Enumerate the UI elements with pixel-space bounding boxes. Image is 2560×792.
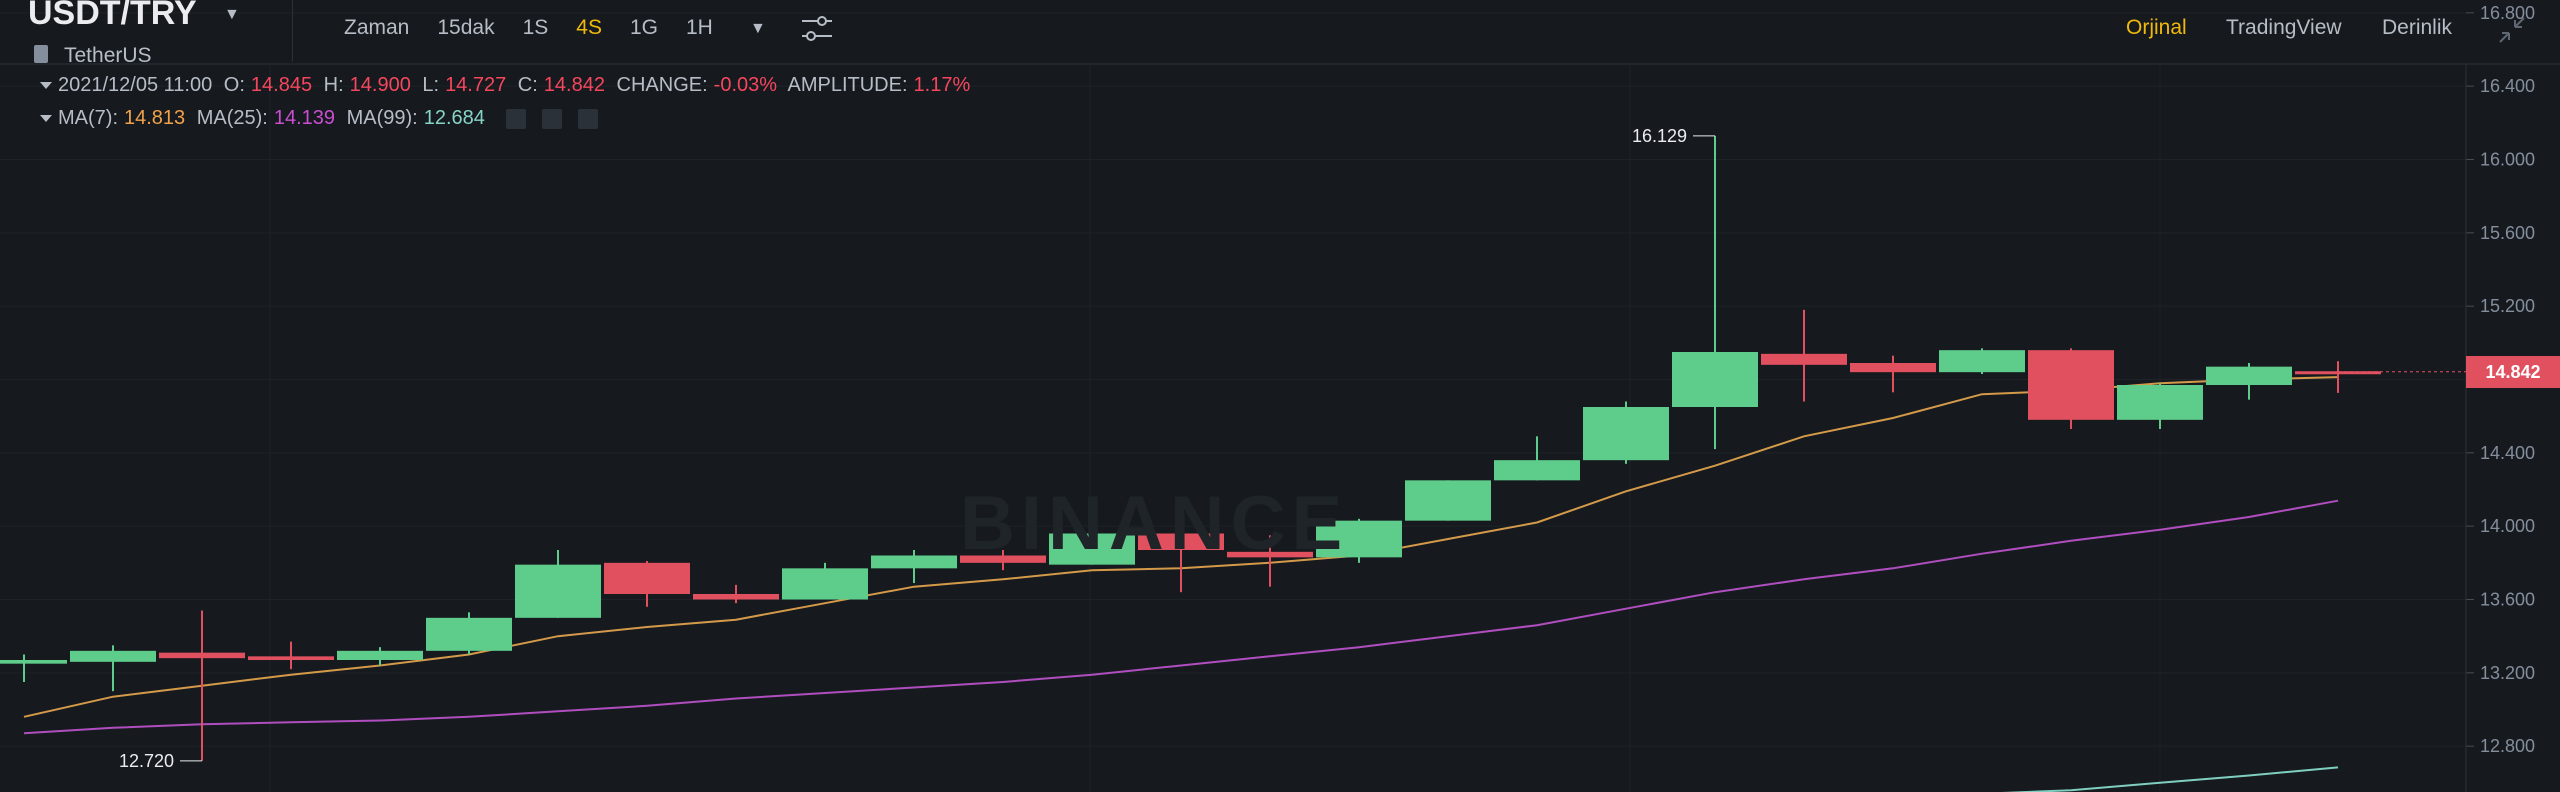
view-tradingview[interactable]: TradingView xyxy=(2226,16,2342,39)
base-asset-name[interactable]: TetherUS xyxy=(64,44,152,67)
y-tick-label: 14.000 xyxy=(2480,516,2535,536)
interval-zaman[interactable]: Zaman xyxy=(344,16,410,39)
settings-sliders-icon[interactable] xyxy=(800,14,834,44)
ma-toggle-icon[interactable] xyxy=(40,115,52,123)
candle-body xyxy=(70,650,156,662)
candle-body xyxy=(1850,363,1936,373)
interval-1h[interactable]: 1H xyxy=(685,16,713,39)
ma7-label: MA(7): xyxy=(58,107,118,129)
y-tick-label: 16.000 xyxy=(2480,150,2535,170)
candle-body xyxy=(2028,350,2114,420)
close-label: C: xyxy=(517,74,538,96)
candle-body xyxy=(0,660,67,664)
y-tick-label: 13.600 xyxy=(2480,590,2535,610)
candle-body xyxy=(1138,533,1224,550)
collapse-icon[interactable] xyxy=(2496,14,2528,46)
annotation-label: 16.129 xyxy=(1632,126,1687,146)
change-value: -0.03% xyxy=(713,74,778,96)
ma-legend: MA(7): 14.813 MA(25): 14.139 MA(99): 12.684 xyxy=(40,107,604,130)
pair-dropdown-icon[interactable]: ▼ xyxy=(224,6,240,23)
low-value: 14.727 xyxy=(445,74,507,96)
ma7-value: 14.813 xyxy=(124,107,186,129)
candle-body xyxy=(1494,460,1580,481)
interval-1s[interactable]: 1S xyxy=(522,16,549,39)
candle-body xyxy=(960,555,1046,563)
amplitude-value: 1.17% xyxy=(913,74,971,96)
ma-line-ma99 xyxy=(2001,766,2339,792)
candle-body xyxy=(1227,551,1313,558)
amplitude-label: AMPLITUDE: xyxy=(787,74,908,96)
y-tick-label: 16.400 xyxy=(2480,76,2535,96)
candle-body xyxy=(337,650,423,660)
ma-settings-icon[interactable] xyxy=(542,108,563,129)
ma99-value: 12.684 xyxy=(423,107,485,129)
current-price-tag: 14.842 xyxy=(2466,355,2560,388)
ma25-value: 14.139 xyxy=(273,107,336,129)
more-intervals-icon[interactable]: ▼ xyxy=(750,20,766,37)
candle-body xyxy=(426,617,512,651)
candle-body xyxy=(515,564,601,618)
high-value: 14.900 xyxy=(349,74,411,96)
candle-body xyxy=(1939,350,2025,373)
candle-body xyxy=(1672,352,1758,407)
candle-body xyxy=(1405,480,1491,521)
y-tick-label: 14.400 xyxy=(2480,443,2535,463)
open-label: O: xyxy=(223,74,245,96)
candle-body xyxy=(2295,371,2381,375)
candle-body xyxy=(1761,353,1847,365)
candle-body xyxy=(248,656,334,660)
annotation-label: 12.720 xyxy=(119,751,174,771)
y-tick-label: 15.200 xyxy=(2480,296,2535,316)
candle-body xyxy=(693,594,779,600)
candle-body xyxy=(2117,385,2203,420)
interval-1g[interactable]: 1G xyxy=(629,16,658,39)
binance-watermark: BINANCE xyxy=(960,481,1349,566)
change-label: CHANGE: xyxy=(616,74,708,96)
ohlc-legend: 2021/12/05 11:00 O: 14.845 H: 14.900 L: 14.… xyxy=(40,74,976,97)
candle-date: 2021/12/05 11:00 xyxy=(58,74,213,96)
candle-body xyxy=(2206,366,2292,385)
view-derinlik[interactable]: Derinlik xyxy=(2382,16,2453,39)
interval-4s[interactable]: 4S xyxy=(576,16,602,39)
candle-body xyxy=(159,652,245,659)
candle-body xyxy=(1583,407,1669,461)
candle-body xyxy=(871,555,957,569)
candle-body xyxy=(1316,520,1402,558)
candle-body xyxy=(1049,533,1135,565)
high-label: H: xyxy=(323,74,344,96)
close-value: 14.842 xyxy=(543,74,605,96)
ma-close-icon[interactable] xyxy=(578,108,599,129)
candle-body xyxy=(604,562,690,594)
y-tick-label: 16.800 xyxy=(2480,3,2535,23)
header-divider xyxy=(292,0,293,62)
candle-body xyxy=(782,568,868,600)
tether-icon xyxy=(34,45,48,63)
ma-line-ma25 xyxy=(23,499,2339,735)
y-tick-label: 15.600 xyxy=(2480,223,2535,243)
interval-15dak[interactable]: 15dak xyxy=(437,16,495,39)
pair-title[interactable]: USDT/TRY xyxy=(28,0,197,32)
y-tick-label: 12.800 xyxy=(2480,736,2535,756)
low-label: L: xyxy=(422,74,440,96)
ohlc-toggle-icon[interactable] xyxy=(40,82,52,90)
ma25-label: MA(25): xyxy=(196,107,268,129)
ma-visibility-icon[interactable] xyxy=(506,108,527,129)
y-tick-label: 13.200 xyxy=(2480,663,2535,683)
ma99-label: MA(99): xyxy=(346,107,418,129)
view-orjinal[interactable]: Orjinal xyxy=(2126,16,2187,39)
interval-tabs: Zaman 15dak 1S 4S 1G 1H xyxy=(344,16,741,40)
open-value: 14.845 xyxy=(250,74,313,96)
